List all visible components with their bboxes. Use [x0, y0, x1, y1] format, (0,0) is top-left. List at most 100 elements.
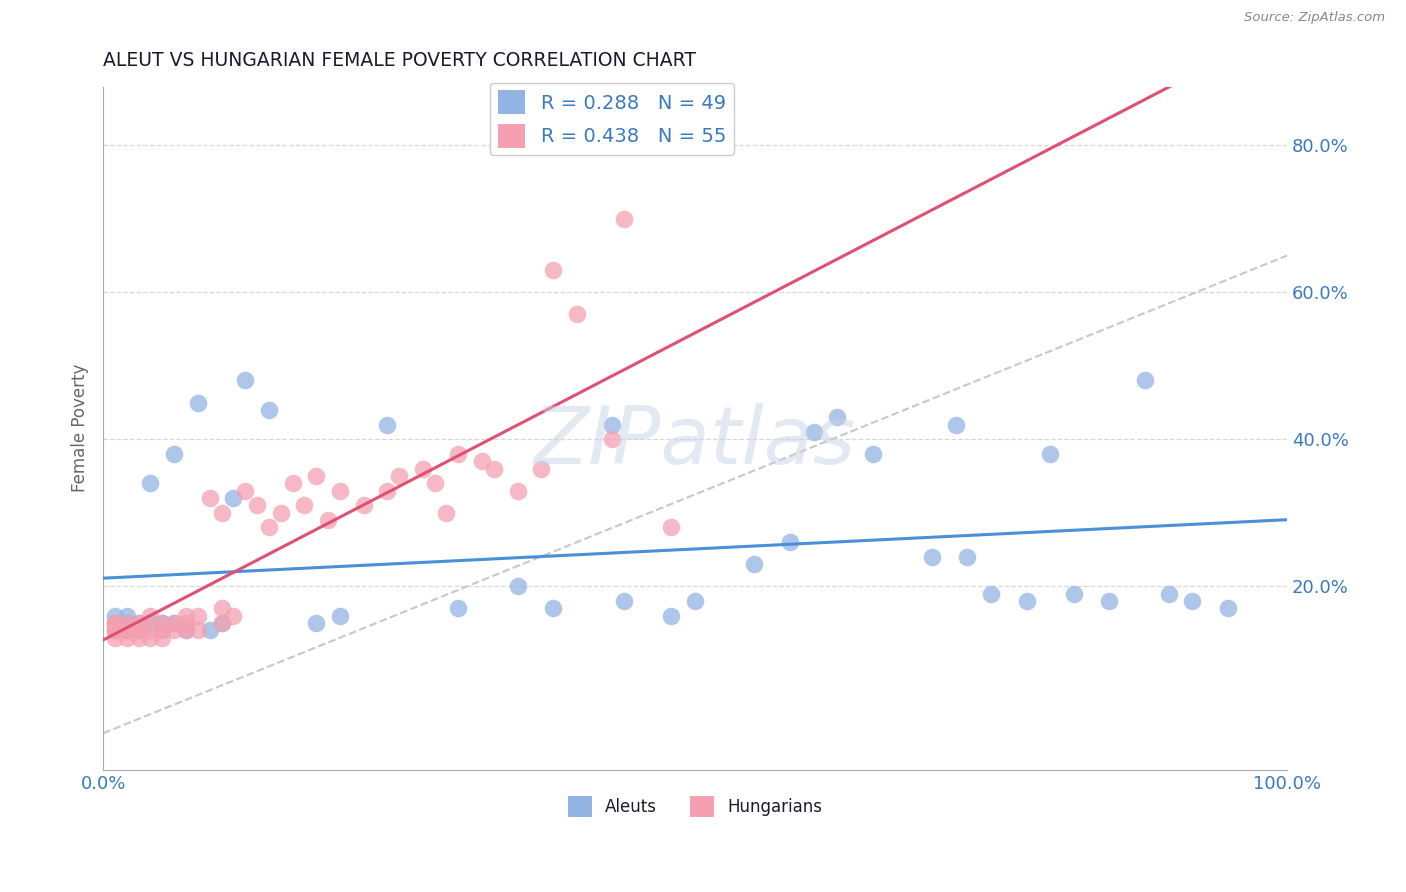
- Point: [1216, 601, 1239, 615]
- Point: [222, 491, 245, 505]
- Point: [115, 624, 138, 638]
- Point: [150, 631, 173, 645]
- Text: Source: ZipAtlas.com: Source: ZipAtlas.com: [1244, 11, 1385, 24]
- Legend: Aleuts, Hungarians: Aleuts, Hungarians: [561, 789, 828, 823]
- Point: [980, 586, 1002, 600]
- Point: [803, 425, 825, 439]
- Point: [104, 615, 127, 630]
- Point: [1133, 374, 1156, 388]
- Point: [294, 499, 316, 513]
- Point: [683, 594, 706, 608]
- Point: [862, 447, 884, 461]
- Y-axis label: Female Poverty: Female Poverty: [72, 364, 89, 492]
- Text: ALEUT VS HUNGARIAN FEMALE POVERTY CORRELATION CHART: ALEUT VS HUNGARIAN FEMALE POVERTY CORREL…: [103, 51, 696, 70]
- Point: [436, 506, 458, 520]
- Point: [305, 615, 328, 630]
- Point: [198, 491, 221, 505]
- Point: [1039, 447, 1062, 461]
- Point: [115, 615, 138, 630]
- Point: [375, 417, 398, 432]
- Point: [104, 615, 127, 630]
- Point: [163, 447, 186, 461]
- Point: [139, 608, 162, 623]
- Point: [541, 263, 564, 277]
- Point: [956, 549, 979, 564]
- Point: [211, 615, 233, 630]
- Point: [661, 608, 683, 623]
- Text: ZIPatlas: ZIPatlas: [534, 403, 856, 481]
- Point: [375, 483, 398, 498]
- Point: [1063, 586, 1085, 600]
- Point: [139, 615, 162, 630]
- Point: [423, 476, 446, 491]
- Point: [128, 624, 150, 638]
- Point: [211, 506, 233, 520]
- Point: [104, 615, 127, 630]
- Point: [115, 615, 138, 630]
- Point: [600, 417, 623, 432]
- Point: [246, 499, 269, 513]
- Point: [742, 558, 765, 572]
- Point: [150, 624, 173, 638]
- Point: [1181, 594, 1204, 608]
- Point: [613, 594, 636, 608]
- Point: [353, 499, 375, 513]
- Point: [104, 624, 127, 638]
- Point: [1157, 586, 1180, 600]
- Point: [471, 454, 494, 468]
- Point: [329, 483, 352, 498]
- Point: [825, 410, 848, 425]
- Point: [128, 615, 150, 630]
- Point: [187, 608, 209, 623]
- Point: [281, 476, 304, 491]
- Point: [115, 624, 138, 638]
- Point: [128, 615, 150, 630]
- Point: [163, 615, 186, 630]
- Point: [115, 608, 138, 623]
- Point: [211, 601, 233, 615]
- Point: [613, 211, 636, 226]
- Point: [921, 549, 943, 564]
- Point: [163, 615, 186, 630]
- Point: [565, 307, 588, 321]
- Point: [482, 461, 505, 475]
- Point: [128, 631, 150, 645]
- Point: [945, 417, 967, 432]
- Point: [104, 608, 127, 623]
- Point: [104, 631, 127, 645]
- Point: [139, 476, 162, 491]
- Point: [187, 395, 209, 409]
- Point: [150, 615, 173, 630]
- Point: [174, 624, 197, 638]
- Point: [600, 432, 623, 446]
- Point: [1015, 594, 1038, 608]
- Point: [270, 506, 292, 520]
- Point: [257, 403, 280, 417]
- Point: [150, 615, 173, 630]
- Point: [115, 624, 138, 638]
- Point: [163, 624, 186, 638]
- Point: [412, 461, 434, 475]
- Point: [329, 608, 352, 623]
- Point: [187, 624, 209, 638]
- Point: [506, 579, 529, 593]
- Point: [128, 624, 150, 638]
- Point: [174, 624, 197, 638]
- Point: [316, 513, 339, 527]
- Point: [305, 469, 328, 483]
- Point: [447, 447, 470, 461]
- Point: [139, 624, 162, 638]
- Point: [233, 374, 256, 388]
- Point: [233, 483, 256, 498]
- Point: [174, 608, 197, 623]
- Point: [388, 469, 411, 483]
- Point: [104, 624, 127, 638]
- Point: [661, 520, 683, 534]
- Point: [506, 483, 529, 498]
- Point: [779, 535, 801, 549]
- Point: [104, 624, 127, 638]
- Point: [1098, 594, 1121, 608]
- Point: [222, 608, 245, 623]
- Point: [150, 624, 173, 638]
- Point: [257, 520, 280, 534]
